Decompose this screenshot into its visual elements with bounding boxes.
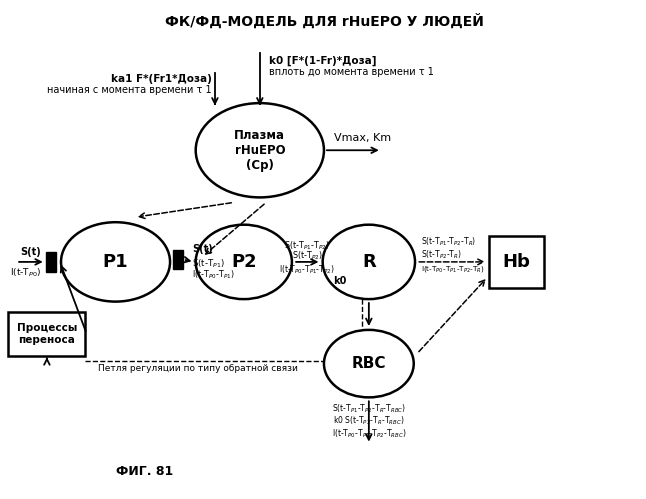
Ellipse shape — [196, 103, 324, 198]
Text: Hb: Hb — [503, 253, 530, 271]
Bar — [489, 236, 543, 288]
Text: S(t-T$_{P1}$-T$_{P2}$-T$_R$): S(t-T$_{P1}$-T$_{P2}$-T$_R$) — [421, 236, 477, 249]
Text: k0 S(t-T$_{P2}$-T$_R$-T$_{RBC}$): k0 S(t-T$_{P2}$-T$_R$-T$_{RBC}$) — [333, 415, 404, 427]
Bar — [173, 250, 183, 269]
Text: S(t-T$_{P1}$-T$_{P2}$): S(t-T$_{P1}$-T$_{P2}$) — [284, 240, 330, 252]
Ellipse shape — [324, 330, 413, 397]
Text: P2: P2 — [231, 253, 256, 271]
Text: начиная с момента времени τ 1: начиная с момента времени τ 1 — [47, 85, 212, 95]
Text: Процессы
переноса: Процессы переноса — [17, 323, 77, 345]
Ellipse shape — [61, 222, 170, 301]
Text: k0 [F*(1-Fr)*Доза]: k0 [F*(1-Fr)*Доза] — [269, 56, 377, 66]
Text: ka1 F*(Fr1*Доза): ka1 F*(Fr1*Доза) — [111, 74, 212, 84]
Text: S(t): S(t) — [192, 245, 213, 254]
Text: k0: k0 — [333, 276, 346, 286]
Text: I(t-T$_{P0}$-T$_{P1}$-T$_{P2}$-T$_R$): I(t-T$_{P0}$-T$_{P1}$-T$_{P2}$-T$_R$) — [421, 264, 485, 274]
Bar — [8, 311, 85, 356]
Text: I(t-T$_{P0}$-T$_{P1}$-T$_{P2}$): I(t-T$_{P0}$-T$_{P1}$-T$_{P2}$) — [280, 263, 335, 275]
Text: S(t-T$_{P2}$): S(t-T$_{P2}$) — [292, 250, 322, 262]
Text: ФК/ФД-МОДЕЛЬ ДЛЯ rHuEPO У ЛЮДЕЙ: ФК/ФД-МОДЕЛЬ ДЛЯ rHuEPO У ЛЮДЕЙ — [165, 14, 483, 29]
Text: Плазма
rHuEPO
(Cp): Плазма rHuEPO (Cp) — [234, 129, 286, 172]
Text: Vmax, Km: Vmax, Km — [333, 133, 391, 143]
Text: P1: P1 — [103, 253, 129, 271]
Text: I(t-T$_{P0}$-T$_{P1}$-T$_{P2}$-T$_{RBC}$): I(t-T$_{P0}$-T$_{P1}$-T$_{P2}$-T$_{RBC}$… — [331, 427, 406, 440]
Ellipse shape — [322, 225, 415, 299]
Text: вплоть до момента времени τ 1: вплоть до момента времени τ 1 — [269, 67, 434, 77]
Text: I(t-T$_{P0}$-T$_{P1}$): I(t-T$_{P0}$-T$_{P1}$) — [192, 268, 235, 280]
Text: RBC: RBC — [351, 356, 386, 371]
Text: S(t-T$_{P1}$): S(t-T$_{P1}$) — [192, 257, 225, 269]
Text: S(t): S(t) — [21, 247, 41, 257]
Text: S(t-T$_{P1}$-T$_{P2}$-T$_R$-T$_{RBC}$): S(t-T$_{P1}$-T$_{P2}$-T$_R$-T$_{RBC}$) — [332, 402, 406, 415]
Bar — [46, 252, 56, 272]
Text: S(t-T$_{P2}$-T$_R$): S(t-T$_{P2}$-T$_R$) — [421, 248, 463, 260]
Text: Петля регуляции по типу обратной связи: Петля регуляции по типу обратной связи — [98, 364, 298, 373]
Text: I(t-T$_{P0}$): I(t-T$_{P0}$) — [10, 266, 41, 279]
Text: R: R — [362, 253, 376, 271]
Text: ФИГ. 81: ФИГ. 81 — [116, 465, 173, 478]
Ellipse shape — [196, 225, 292, 299]
